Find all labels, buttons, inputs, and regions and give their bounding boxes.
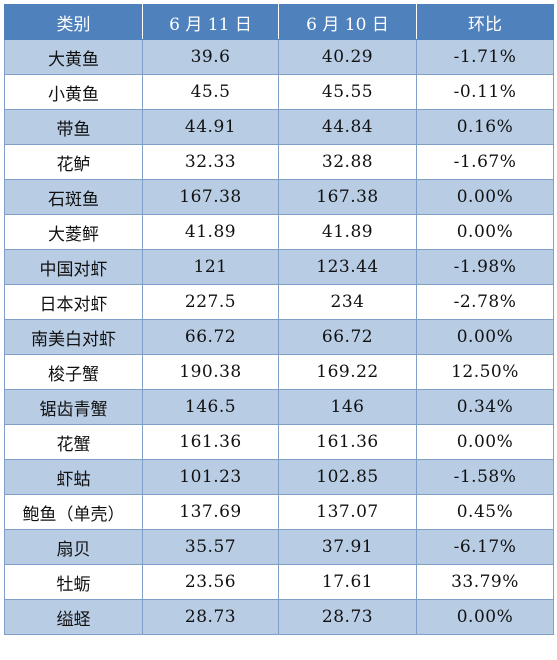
row-jun-10-price: 102.85 (278, 459, 417, 495)
row-jun-10-price: 66.72 (278, 319, 417, 355)
row-change: -1.98% (416, 249, 554, 285)
header-category: 类别 (4, 4, 143, 40)
table-row: 牡蛎 23.56 17.61 33.79% (4, 564, 554, 600)
row-change: -6.17% (416, 529, 554, 565)
row-category: 缢蛏 (4, 599, 143, 635)
row-category: 带鱼 (4, 109, 143, 145)
row-jun-11-price: 35.57 (142, 529, 279, 565)
row-change: -2.78% (416, 284, 554, 320)
row-jun-10-price: 37.91 (278, 529, 417, 565)
table-body: 大黄鱼 39.6 40.29 -1.71% 小黄鱼 45.5 45.55 -0.11% 带鱼 44… (4, 39, 554, 635)
row-jun-10-price: 40.29 (278, 39, 417, 75)
row-jun-11-price: 161.36 (142, 424, 279, 460)
row-category: 梭子蟹 (4, 354, 143, 390)
row-jun-10-price: 17.61 (278, 564, 417, 600)
row-jun-10-price: 169.22 (278, 354, 417, 390)
row-change: -1.58% (416, 459, 554, 495)
row-jun-11-price: 190.38 (142, 354, 279, 390)
row-jun-10-price: 41.89 (278, 214, 417, 250)
row-jun-10-price: 161.36 (278, 424, 417, 460)
header-change: 环比 (416, 4, 554, 40)
row-jun-11-price: 167.38 (142, 179, 279, 215)
row-change: -1.67% (416, 144, 554, 180)
table-row: 鲍鱼（单壳） 137.69 137.07 0.45% (4, 494, 554, 530)
row-category: 中国对虾 (4, 249, 143, 285)
row-jun-11-price: 23.56 (142, 564, 279, 600)
table-row: 中国对虾 121 123.44 -1.98% (4, 249, 554, 285)
row-category: 牡蛎 (4, 564, 143, 600)
row-change: 0.16% (416, 109, 554, 145)
row-category: 小黄鱼 (4, 74, 143, 110)
row-jun-10-price: 167.38 (278, 179, 417, 215)
row-jun-10-price: 146 (278, 389, 417, 425)
row-jun-10-price: 123.44 (278, 249, 417, 285)
table-row: 小黄鱼 45.5 45.55 -0.11% (4, 74, 554, 110)
seafood-price-table: 类别 6 月 11 日 6 月 10 日 环比 大黄鱼 39.6 40.29 -1.7… (4, 4, 554, 635)
row-jun-10-price: 44.84 (278, 109, 417, 145)
row-jun-11-price: 137.69 (142, 494, 279, 530)
row-category: 锯齿青蟹 (4, 389, 143, 425)
row-change: 33.79% (416, 564, 554, 600)
table-row: 石斑鱼 167.38 167.38 0.00% (4, 179, 554, 215)
row-change: -1.71% (416, 39, 554, 75)
row-category: 大菱鲆 (4, 214, 143, 250)
table-row: 锯齿青蟹 146.5 146 0.34% (4, 389, 554, 425)
table-row: 南美白对虾 66.72 66.72 0.00% (4, 319, 554, 355)
row-jun-11-price: 28.73 (142, 599, 279, 635)
table-row: 花鲈 32.33 32.88 -1.67% (4, 144, 554, 180)
row-change: 0.00% (416, 424, 554, 460)
row-jun-10-price: 32.88 (278, 144, 417, 180)
header-jun-11: 6 月 11 日 (142, 4, 279, 40)
table-row: 花蟹 161.36 161.36 0.00% (4, 424, 554, 460)
table-row: 缢蛏 28.73 28.73 0.00% (4, 599, 554, 635)
row-jun-11-price: 39.6 (142, 39, 279, 75)
row-change: 12.50% (416, 354, 554, 390)
row-change: 0.34% (416, 389, 554, 425)
row-category: 扇贝 (4, 529, 143, 565)
row-jun-11-price: 66.72 (142, 319, 279, 355)
header-row: 类别 6 月 11 日 6 月 10 日 环比 (4, 4, 554, 40)
row-jun-10-price: 137.07 (278, 494, 417, 530)
table-row: 日本对虾 227.5 234 -2.78% (4, 284, 554, 320)
table-row: 带鱼 44.91 44.84 0.16% (4, 109, 554, 145)
row-jun-11-price: 41.89 (142, 214, 279, 250)
row-change: -0.11% (416, 74, 554, 110)
table-row: 虾蛄 101.23 102.85 -1.58% (4, 459, 554, 495)
table-row: 扇贝 35.57 37.91 -6.17% (4, 529, 554, 565)
row-category: 花鲈 (4, 144, 143, 180)
row-change: 0.00% (416, 599, 554, 635)
row-change: 0.00% (416, 179, 554, 215)
table-header: 类别 6 月 11 日 6 月 10 日 环比 (4, 4, 554, 40)
row-category: 虾蛄 (4, 459, 143, 495)
row-change: 0.00% (416, 319, 554, 355)
row-category: 大黄鱼 (4, 39, 143, 75)
row-jun-11-price: 45.5 (142, 74, 279, 110)
row-jun-11-price: 121 (142, 249, 279, 285)
row-category: 南美白对虾 (4, 319, 143, 355)
row-jun-11-price: 44.91 (142, 109, 279, 145)
header-jun-10: 6 月 10 日 (278, 4, 417, 40)
row-jun-10-price: 28.73 (278, 599, 417, 635)
table-row: 大黄鱼 39.6 40.29 -1.71% (4, 39, 554, 75)
row-jun-10-price: 234 (278, 284, 417, 320)
row-jun-11-price: 227.5 (142, 284, 279, 320)
row-jun-11-price: 32.33 (142, 144, 279, 180)
row-jun-11-price: 146.5 (142, 389, 279, 425)
row-category: 花蟹 (4, 424, 143, 460)
row-change: 0.00% (416, 214, 554, 250)
row-category: 石斑鱼 (4, 179, 143, 215)
row-jun-11-price: 101.23 (142, 459, 279, 495)
row-category: 鲍鱼（单壳） (4, 494, 143, 530)
row-change: 0.45% (416, 494, 554, 530)
table-row: 梭子蟹 190.38 169.22 12.50% (4, 354, 554, 390)
row-jun-10-price: 45.55 (278, 74, 417, 110)
table-row: 大菱鲆 41.89 41.89 0.00% (4, 214, 554, 250)
row-category: 日本对虾 (4, 284, 143, 320)
